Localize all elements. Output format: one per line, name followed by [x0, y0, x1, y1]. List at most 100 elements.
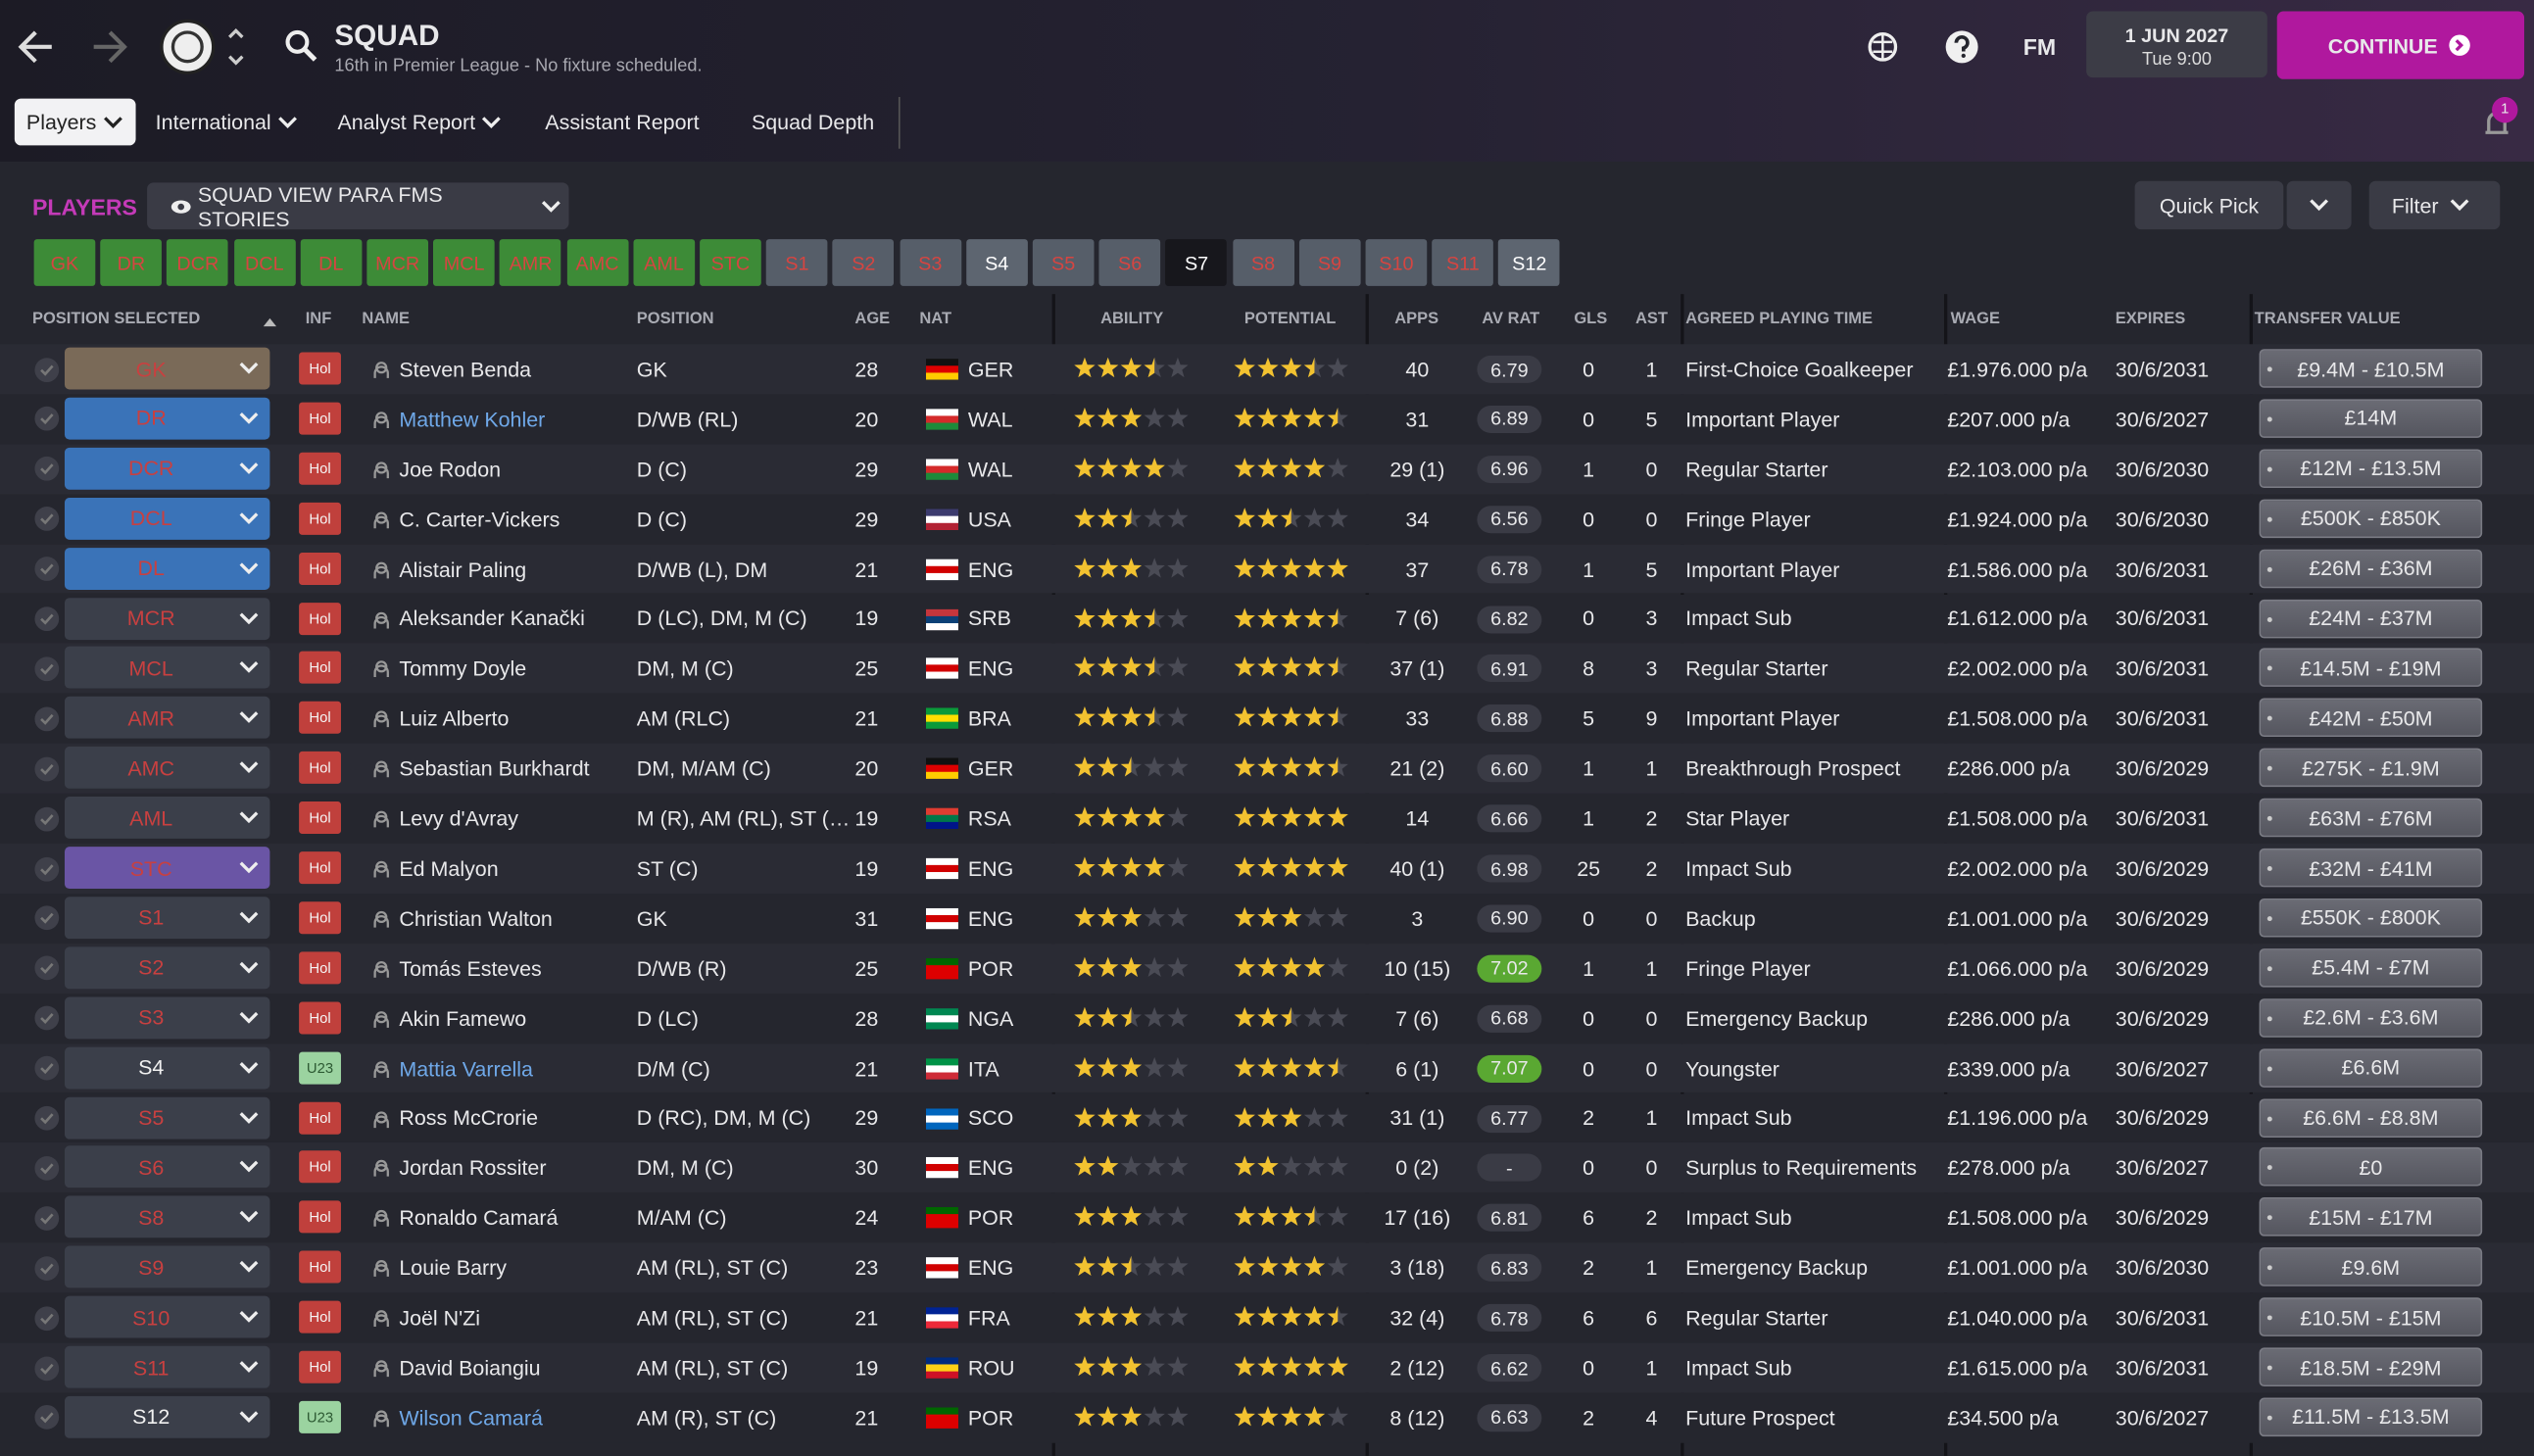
position-selector[interactable]: S2 [64, 946, 270, 989]
transfer-value[interactable]: £42M - £50M [2259, 698, 2483, 738]
row-checkbox[interactable] [34, 1205, 60, 1231]
nav-arrows[interactable] [16, 23, 145, 71]
transfer-value[interactable]: £63M - £76M [2259, 798, 2483, 838]
nav-tab[interactable]: Squad Depth [732, 99, 894, 146]
position-selector[interactable]: S8 [64, 1195, 270, 1238]
row-checkbox[interactable] [34, 805, 60, 831]
position-selector[interactable]: S3 [64, 996, 270, 1039]
player-row[interactable]: S2 Hol Tomás Esteves D/WB (R) 25 POR 10 (15) 7.… [0, 943, 2534, 994]
column-header[interactable]: AGREED PLAYING TIME [1685, 310, 1874, 328]
row-checkbox[interactable] [34, 755, 60, 781]
row-checkbox[interactable] [34, 1305, 60, 1331]
position-selector[interactable]: DR [64, 397, 270, 440]
position-tab[interactable]: DR [100, 239, 163, 286]
transfer-value[interactable]: £500K - £850K [2259, 499, 2483, 538]
row-checkbox[interactable] [34, 357, 60, 382]
transfer-value[interactable]: £2.6M - £3.6M [2259, 997, 2483, 1038]
position-tab[interactable]: MCR [366, 239, 429, 286]
position-tab[interactable]: S10 [1365, 239, 1428, 286]
position-tab[interactable]: S8 [1232, 239, 1294, 286]
fm-logo[interactable]: FM [2022, 33, 2057, 61]
row-checkbox[interactable] [34, 407, 60, 432]
column-header[interactable]: AST [1634, 310, 1668, 328]
player-row[interactable]: MCR Hol Aleksander Kanački D (LC), DM, M (C… [0, 594, 2534, 645]
transfer-value[interactable]: £14.5M - £19M [2259, 648, 2483, 688]
column-header[interactable]: NAT [919, 310, 952, 328]
position-selector[interactable]: S6 [64, 1145, 270, 1189]
view-selector[interactable]: SQUAD VIEW PARA FMS STORIES [147, 182, 569, 230]
player-row[interactable]: AMC Hol Sebastian Burkhardt DM, M/AM (C) 20 G… [0, 743, 2534, 794]
position-tab[interactable]: GK [33, 239, 96, 286]
transfer-value[interactable]: £550K - £800K [2259, 898, 2483, 938]
continue-button[interactable]: CONTINUE [2276, 11, 2525, 79]
player-name[interactable]: Joël N'Zi [399, 1305, 481, 1331]
player-name[interactable]: Steven Benda [399, 357, 532, 382]
player-row[interactable]: DL Hol Alistair Paling D/WB (L), DM 21 ENG 37 6… [0, 544, 2534, 595]
player-row[interactable]: S6 Hol Jordan Rossiter DM, M (C) 30 ENG 0 (2) -… [0, 1142, 2534, 1193]
player-name[interactable]: Akin Famewo [399, 1005, 527, 1031]
position-selector[interactable]: S5 [64, 1095, 270, 1139]
transfer-value[interactable]: £5.4M - £7M [2259, 947, 2483, 988]
position-tab[interactable]: S12 [1498, 239, 1561, 286]
column-header[interactable]: ABILITY [1100, 310, 1164, 328]
position-selector[interactable]: DCL [64, 497, 270, 540]
column-header[interactable]: AGE [854, 310, 891, 328]
date-box[interactable]: 1 JUN 2027 Tue 9:00 [2086, 11, 2267, 78]
row-checkbox[interactable] [34, 655, 60, 681]
nav-tab[interactable]: Assistant Report [527, 99, 718, 146]
position-tab[interactable]: DCR [167, 239, 229, 286]
transfer-value[interactable]: £14M [2259, 399, 2483, 438]
player-row[interactable]: S5 Hol Ross McCrorie D (RC), DM, M (C) 29 SCO… [0, 1092, 2534, 1143]
player-name[interactable]: Christian Walton [399, 905, 553, 931]
row-checkbox[interactable] [34, 1405, 60, 1431]
row-checkbox[interactable] [34, 556, 60, 582]
player-name[interactable]: Sebastian Burkhardt [399, 756, 590, 781]
nav-tab[interactable]: Players [14, 98, 136, 146]
position-selector[interactable]: AMR [64, 697, 270, 740]
player-row[interactable]: MCL Hol Tommy Doyle DM, M (C) 25 ENG 37 (1) 6.9… [0, 644, 2534, 694]
transfer-value[interactable]: £11.5M - £13.5M [2259, 1397, 2483, 1436]
club-crest[interactable] [157, 16, 254, 77]
position-tab[interactable]: DL [300, 239, 363, 286]
position-tab[interactable]: S9 [1298, 239, 1361, 286]
player-row[interactable]: DR Hol Matthew Kohler D/WB (RL) 20 WAL 31 6.89 0… [0, 394, 2534, 445]
player-row[interactable]: DCR Hol Joe Rodon D (C) 29 WAL 29 (1) 6.96 1 0 Reg… [0, 444, 2534, 495]
player-name[interactable]: Mattia Varrella [399, 1055, 533, 1081]
position-tab[interactable]: STC [700, 239, 761, 286]
position-tab[interactable]: S4 [965, 239, 1028, 286]
column-header[interactable]: GLS [1574, 310, 1608, 328]
player-name[interactable]: Ross McCrorie [399, 1105, 539, 1131]
player-row[interactable]: DCL Hol C. Carter-Vickers D (C) 29 USA 34 6.56 0… [0, 494, 2534, 545]
column-header[interactable]: EXPIRES [2115, 310, 2186, 328]
position-selector[interactable]: S1 [64, 897, 270, 940]
row-checkbox[interactable] [34, 855, 60, 881]
position-selector[interactable]: DL [64, 547, 270, 590]
transfer-value[interactable]: £6.6M [2259, 1047, 2483, 1088]
player-row[interactable]: S1 Hol Christian Walton GK 31 ENG 3 6.90 0 0 Backu… [0, 893, 2534, 944]
player-row[interactable]: AMR Hol Luiz Alberto AM (RLC) 21 BRA 33 6.88 5 9 I… [0, 693, 2534, 744]
transfer-value[interactable]: £12M - £13.5M [2259, 449, 2483, 488]
transfer-value[interactable]: £6.6M - £8.8M [2259, 1097, 2483, 1138]
player-name[interactable]: Tomás Esteves [399, 955, 542, 981]
row-checkbox[interactable] [34, 1155, 60, 1181]
player-row[interactable]: S4 U23 Mattia Varrella D/M (C) 21 ITA 6 (1) 7.0… [0, 1043, 2534, 1093]
column-header[interactable]: POTENTIAL [1243, 310, 1337, 328]
transfer-value[interactable]: £32M - £41M [2259, 848, 2483, 888]
row-checkbox[interactable] [34, 1255, 60, 1281]
position-selector[interactable]: S10 [64, 1295, 270, 1338]
row-checkbox[interactable] [34, 955, 60, 981]
row-checkbox[interactable] [34, 1005, 60, 1031]
position-selector[interactable]: DCR [64, 447, 270, 490]
position-selector[interactable]: MCR [64, 597, 270, 640]
position-selector[interactable]: GK [64, 347, 270, 390]
row-checkbox[interactable] [34, 507, 60, 532]
player-row[interactable]: GK Hol Steven Benda GK 28 GER 40 6.79 0 1 First-Ch… [0, 344, 2534, 395]
column-header[interactable]: AV RAT [1482, 310, 1540, 328]
transfer-value[interactable]: £9.6M [2259, 1247, 2483, 1287]
search-icon[interactable] [284, 29, 319, 65]
row-checkbox[interactable] [34, 1355, 60, 1381]
notifications[interactable] [2476, 96, 2524, 145]
position-tab[interactable]: S2 [832, 239, 895, 286]
row-checkbox[interactable] [34, 606, 60, 632]
player-name[interactable]: Joe Rodon [399, 457, 502, 482]
